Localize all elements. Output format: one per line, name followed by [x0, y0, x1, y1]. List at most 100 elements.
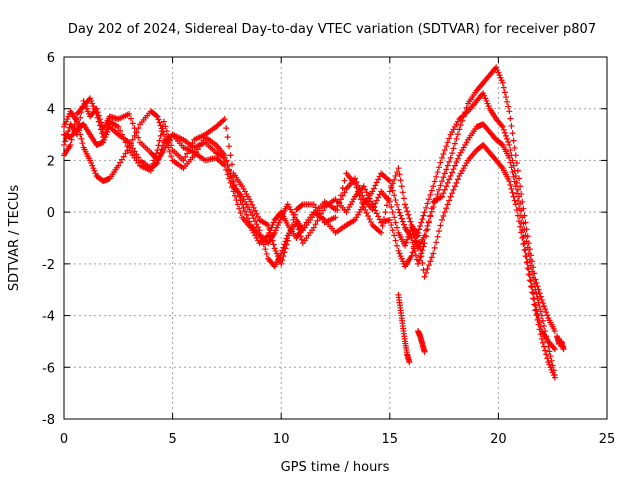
data-point	[158, 146, 165, 153]
data-point	[536, 290, 543, 297]
data-point	[362, 206, 369, 213]
data-point	[237, 210, 244, 217]
data-point	[280, 253, 287, 260]
data-point	[516, 218, 523, 225]
data-point	[367, 219, 374, 226]
data-point	[373, 179, 380, 186]
data-point	[434, 191, 441, 198]
data-point	[375, 176, 382, 183]
data-point	[221, 162, 228, 169]
data-point	[438, 216, 445, 223]
data-point	[256, 227, 263, 234]
data-point	[389, 187, 396, 194]
data-point	[427, 258, 434, 265]
data-point	[382, 209, 389, 216]
data-point	[336, 199, 343, 206]
data-point	[399, 218, 406, 225]
data-point	[440, 174, 447, 181]
data-point	[95, 118, 102, 125]
x-tick-label: 5	[168, 432, 176, 447]
data-point	[124, 143, 131, 150]
data-point	[525, 266, 532, 273]
data-point	[117, 127, 124, 134]
data-point	[236, 205, 243, 212]
data-point	[510, 137, 517, 144]
data-point	[508, 185, 515, 192]
data-point	[431, 178, 438, 185]
data-point	[160, 118, 167, 125]
data-point	[539, 339, 546, 346]
series-track-1	[61, 64, 558, 335]
data-point	[231, 192, 238, 199]
data-point	[156, 119, 163, 126]
data-point	[341, 189, 348, 196]
data-point	[402, 242, 409, 249]
data-point	[409, 239, 416, 246]
data-point	[359, 200, 366, 207]
data-point	[523, 259, 530, 266]
data-point	[529, 284, 536, 291]
data-point	[529, 268, 536, 275]
data-point	[420, 243, 427, 250]
y-tick-label: 6	[47, 51, 55, 66]
data-point	[454, 131, 461, 138]
data-point	[230, 188, 237, 195]
data-point	[453, 159, 460, 166]
data-point	[391, 214, 398, 221]
data-point	[529, 289, 536, 296]
data-point	[153, 112, 160, 119]
data-point	[441, 170, 448, 177]
data-point	[443, 205, 450, 212]
data-point	[433, 239, 440, 246]
data-point	[310, 201, 317, 208]
data-point	[533, 312, 540, 319]
data-point	[266, 225, 273, 232]
data-point	[253, 221, 260, 228]
data-point	[180, 157, 187, 164]
data-point	[503, 132, 510, 139]
data-point	[318, 213, 325, 220]
data-point	[166, 137, 173, 144]
data-point	[446, 158, 453, 165]
data-point	[163, 128, 170, 135]
data-point	[551, 374, 558, 381]
data-point	[389, 227, 396, 234]
x-tick-label: 10	[273, 432, 290, 447]
data-point	[423, 204, 429, 211]
data-point	[118, 131, 125, 138]
data-point	[441, 209, 448, 216]
data-point	[373, 210, 380, 217]
data-point	[450, 166, 457, 173]
data-point	[447, 193, 454, 200]
data-point	[151, 157, 158, 164]
data-point	[337, 192, 344, 199]
data-point	[372, 200, 379, 207]
data-point	[184, 150, 191, 157]
data-point	[443, 143, 450, 150]
data-point	[438, 154, 445, 161]
plot-frame	[63, 56, 608, 420]
data-point	[72, 116, 79, 123]
data-point	[509, 189, 516, 196]
data-point	[379, 222, 386, 229]
data-point	[341, 177, 348, 184]
data-point	[129, 145, 136, 152]
data-point	[419, 216, 426, 223]
data-point	[449, 190, 456, 197]
data-point	[537, 293, 544, 300]
data-point	[531, 280, 538, 287]
data-point	[423, 269, 429, 276]
data-point	[392, 197, 399, 204]
data-point	[265, 222, 272, 229]
data-point	[373, 197, 380, 204]
data-point	[240, 204, 247, 211]
data-point	[548, 357, 555, 364]
data-point	[381, 216, 388, 223]
data-series	[61, 64, 567, 381]
data-point	[135, 125, 142, 132]
data-point	[255, 213, 262, 220]
data-point	[507, 181, 514, 188]
data-point	[392, 237, 399, 244]
data-point	[386, 216, 393, 223]
